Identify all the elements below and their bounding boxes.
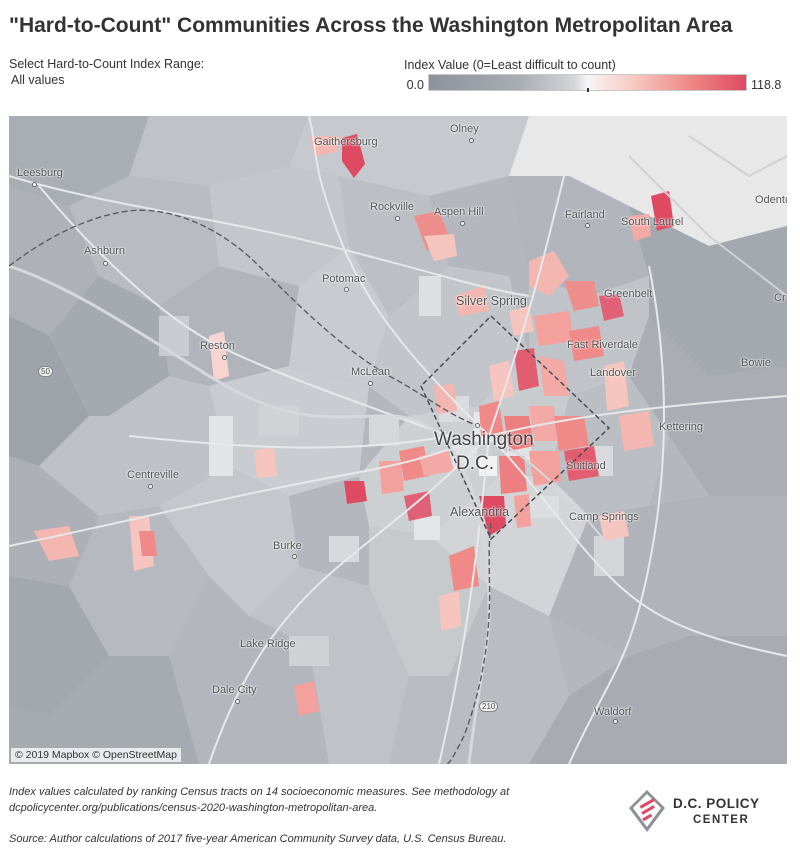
legend-title: Index Value (0=Least difficult to count)	[404, 58, 616, 72]
place-label: Leesburg	[17, 167, 63, 179]
place-dot	[395, 216, 400, 221]
methodology-note-line1: Index values calculated by ranking Censu…	[9, 786, 510, 798]
map-canvas	[9, 116, 787, 764]
place-dot	[222, 355, 227, 360]
place-label: Alexandria	[450, 505, 510, 519]
place-label: Fast Riverdale	[567, 339, 638, 351]
legend-midpoint-marker	[587, 88, 589, 92]
place-label: Suitland	[566, 460, 606, 472]
legend-min-value: 0.0	[406, 78, 424, 92]
place-dot	[469, 138, 474, 143]
place-label: Dale City	[212, 684, 257, 696]
logo-subtitle: CENTER	[693, 814, 750, 826]
place-label: Cr	[774, 292, 786, 304]
place-dot	[613, 719, 618, 724]
index-range-label: Select Hard-to-Count Index Range:	[9, 57, 205, 71]
place-label: Odenton	[755, 194, 787, 206]
place-label: Bowie	[741, 357, 771, 369]
city-label-washington: Washington	[434, 429, 534, 450]
place-label: Ashburn	[84, 245, 125, 257]
page-title: "Hard-to-Count" Communities Across the W…	[9, 14, 733, 37]
dc-boundary	[420, 314, 611, 541]
place-label: Aspen Hill	[434, 206, 484, 218]
place-dot	[32, 182, 37, 187]
place-label: Olney	[450, 123, 479, 135]
city-label-dc: D.C.	[456, 453, 494, 474]
high-index-tracts	[34, 134, 674, 716]
place-label: Greenbelt	[604, 288, 653, 300]
place-label: Camp Springs	[569, 511, 639, 523]
route-210-shield: 210	[479, 701, 499, 712]
dc-policy-center-logo[interactable]: D.C. POLICY CENTER	[625, 788, 785, 834]
place-label: South Laurel	[621, 216, 684, 228]
place-label: Burke	[273, 540, 302, 552]
place-label: Gaithersburg	[314, 136, 378, 148]
place-label: Landover	[590, 367, 636, 379]
logo-name: D.C. POLICY	[673, 796, 760, 811]
state-boundary	[9, 209, 492, 764]
methodology-note: Index values calculated by ranking Censu…	[9, 784, 509, 816]
place-dot	[344, 287, 349, 292]
legend-max-value: 118.8	[751, 78, 782, 92]
place-label: Fairland	[565, 209, 605, 221]
place-label: Lake Ridge	[240, 638, 296, 650]
place-label: Reston	[200, 340, 235, 352]
place-dot	[585, 223, 590, 228]
place-label: McLean	[351, 366, 391, 378]
place-label: Silver Spring	[456, 294, 527, 308]
place-dot	[460, 221, 465, 226]
place-label: Rockville	[370, 201, 415, 213]
route-50-shield: 50	[38, 366, 53, 377]
methodology-link[interactable]: dcpolicycenter.org/publications/census-2…	[9, 802, 378, 814]
index-range-select[interactable]: All values	[11, 73, 65, 87]
place-label: Potomac	[322, 273, 366, 285]
place-label: Centreville	[127, 469, 179, 481]
place-dot	[475, 423, 480, 428]
place-dot	[103, 261, 108, 266]
source-note: Source: Author calculations of 2017 five…	[9, 833, 507, 845]
map-attribution[interactable]: © 2019 Mapbox © OpenStreetMap	[11, 748, 181, 762]
place-dot	[292, 554, 297, 559]
place-dot	[235, 699, 240, 704]
place-dot	[148, 484, 153, 489]
choropleth-map[interactable]: Olney Gaithersburg Leesburg Rockville As…	[9, 116, 787, 764]
dc-policy-center-logo-icon	[629, 790, 665, 832]
place-label: Waldorf	[594, 706, 632, 718]
road-network	[9, 116, 787, 764]
place-dot	[368, 381, 373, 386]
place-label: Kettering	[659, 421, 704, 433]
